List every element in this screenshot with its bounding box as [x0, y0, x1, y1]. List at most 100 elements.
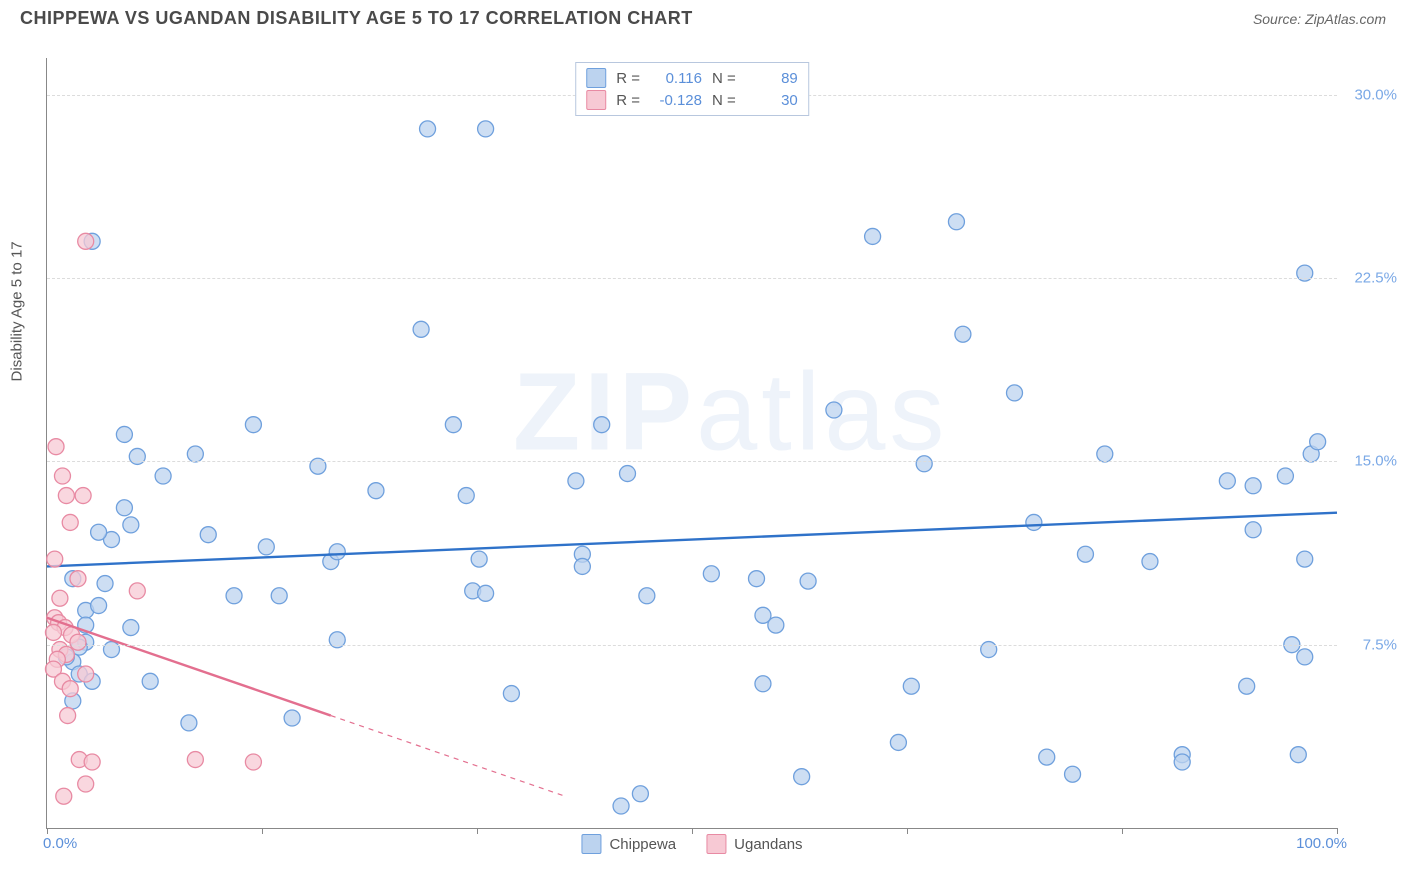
scatter-point: [1310, 434, 1326, 450]
scatter-point: [1077, 546, 1093, 562]
x-tick: [47, 828, 48, 834]
x-axis-max-label: 100.0%: [1296, 835, 1347, 852]
scatter-point: [129, 583, 145, 599]
plot-svg: [47, 58, 1337, 828]
y-tick-label: 7.5%: [1363, 636, 1397, 653]
legend-bottom: Chippewa Ugandans: [581, 834, 802, 854]
scatter-point: [613, 798, 629, 814]
gridline: [47, 461, 1337, 462]
scatter-point: [1219, 473, 1235, 489]
scatter-point: [1297, 649, 1313, 665]
legend-bottom-label: Ugandans: [734, 836, 802, 853]
y-tick-label: 30.0%: [1354, 86, 1397, 103]
x-axis-min-label: 0.0%: [43, 835, 77, 852]
scatter-point: [1239, 678, 1255, 694]
x-tick: [1337, 828, 1338, 834]
scatter-point: [84, 754, 100, 770]
scatter-point: [54, 468, 70, 484]
scatter-point: [1007, 385, 1023, 401]
scatter-point: [47, 551, 63, 567]
chart-title: CHIPPEWA VS UGANDAN DISABILITY AGE 5 TO …: [20, 8, 693, 29]
legend-stats-box: R = 0.116 N = 89 R = -0.128 N = 30: [575, 62, 809, 116]
scatter-point: [226, 588, 242, 604]
legend-row: R = 0.116 N = 89: [586, 67, 798, 89]
scatter-point: [703, 566, 719, 582]
scatter-point: [187, 446, 203, 462]
scatter-point: [916, 456, 932, 472]
gridline: [47, 645, 1337, 646]
scatter-point: [56, 788, 72, 804]
scatter-point: [116, 426, 132, 442]
scatter-point: [284, 710, 300, 726]
scatter-point: [1097, 446, 1113, 462]
scatter-point: [78, 666, 94, 682]
legend-r-value: 0.116: [650, 70, 702, 87]
scatter-point: [1245, 522, 1261, 538]
scatter-point: [97, 576, 113, 592]
scatter-point: [503, 686, 519, 702]
scatter-point: [368, 483, 384, 499]
chart-source: Source: ZipAtlas.com: [1253, 11, 1386, 27]
scatter-point: [245, 417, 261, 433]
scatter-point: [142, 673, 158, 689]
scatter-point: [620, 466, 636, 482]
legend-swatch: [586, 90, 606, 110]
y-tick-label: 15.0%: [1354, 453, 1397, 470]
legend-n-value: 89: [746, 70, 798, 87]
scatter-point: [948, 214, 964, 230]
scatter-point: [1026, 514, 1042, 530]
scatter-point: [1065, 766, 1081, 782]
scatter-point: [45, 624, 61, 640]
x-tick: [477, 828, 478, 834]
scatter-point: [1174, 754, 1190, 770]
scatter-point: [271, 588, 287, 604]
scatter-point: [568, 473, 584, 489]
legend-swatch: [586, 68, 606, 88]
scatter-point: [800, 573, 816, 589]
x-tick: [1122, 828, 1123, 834]
scatter-point: [123, 517, 139, 533]
scatter-point: [445, 417, 461, 433]
scatter-point: [458, 488, 474, 504]
scatter-point: [890, 734, 906, 750]
scatter-point: [62, 681, 78, 697]
y-tick-label: 22.5%: [1354, 270, 1397, 287]
scatter-point: [1142, 554, 1158, 570]
legend-n-label: N =: [712, 92, 736, 109]
scatter-point: [75, 488, 91, 504]
scatter-point: [478, 121, 494, 137]
scatter-point: [245, 754, 261, 770]
scatter-point: [594, 417, 610, 433]
scatter-point: [123, 620, 139, 636]
legend-bottom-label: Chippewa: [609, 836, 676, 853]
scatter-point: [1245, 478, 1261, 494]
scatter-point: [794, 769, 810, 785]
legend-r-label: R =: [616, 70, 640, 87]
legend-n-label: N =: [712, 70, 736, 87]
y-axis-title: Disability Age 5 to 17: [9, 241, 26, 381]
scatter-point: [755, 676, 771, 692]
legend-bottom-item: Ugandans: [706, 834, 802, 854]
scatter-point: [91, 598, 107, 614]
trend-line-dashed: [331, 716, 563, 796]
chart-header: CHIPPEWA VS UGANDAN DISABILITY AGE 5 TO …: [0, 0, 1406, 29]
legend-swatch: [706, 834, 726, 854]
legend-bottom-item: Chippewa: [581, 834, 676, 854]
scatter-point: [187, 752, 203, 768]
legend-row: R = -0.128 N = 30: [586, 89, 798, 111]
scatter-point: [116, 500, 132, 516]
x-tick: [907, 828, 908, 834]
scatter-point: [52, 590, 68, 606]
scatter-point: [91, 524, 107, 540]
scatter-point: [48, 439, 64, 455]
chart-area: ZIPatlas Disability Age 5 to 17 R = 0.11…: [46, 58, 1337, 829]
scatter-point: [78, 776, 94, 792]
scatter-point: [420, 121, 436, 137]
scatter-point: [70, 571, 86, 587]
scatter-point: [749, 571, 765, 587]
scatter-point: [639, 588, 655, 604]
scatter-point: [1297, 551, 1313, 567]
scatter-point: [865, 228, 881, 244]
scatter-point: [60, 708, 76, 724]
scatter-point: [826, 402, 842, 418]
